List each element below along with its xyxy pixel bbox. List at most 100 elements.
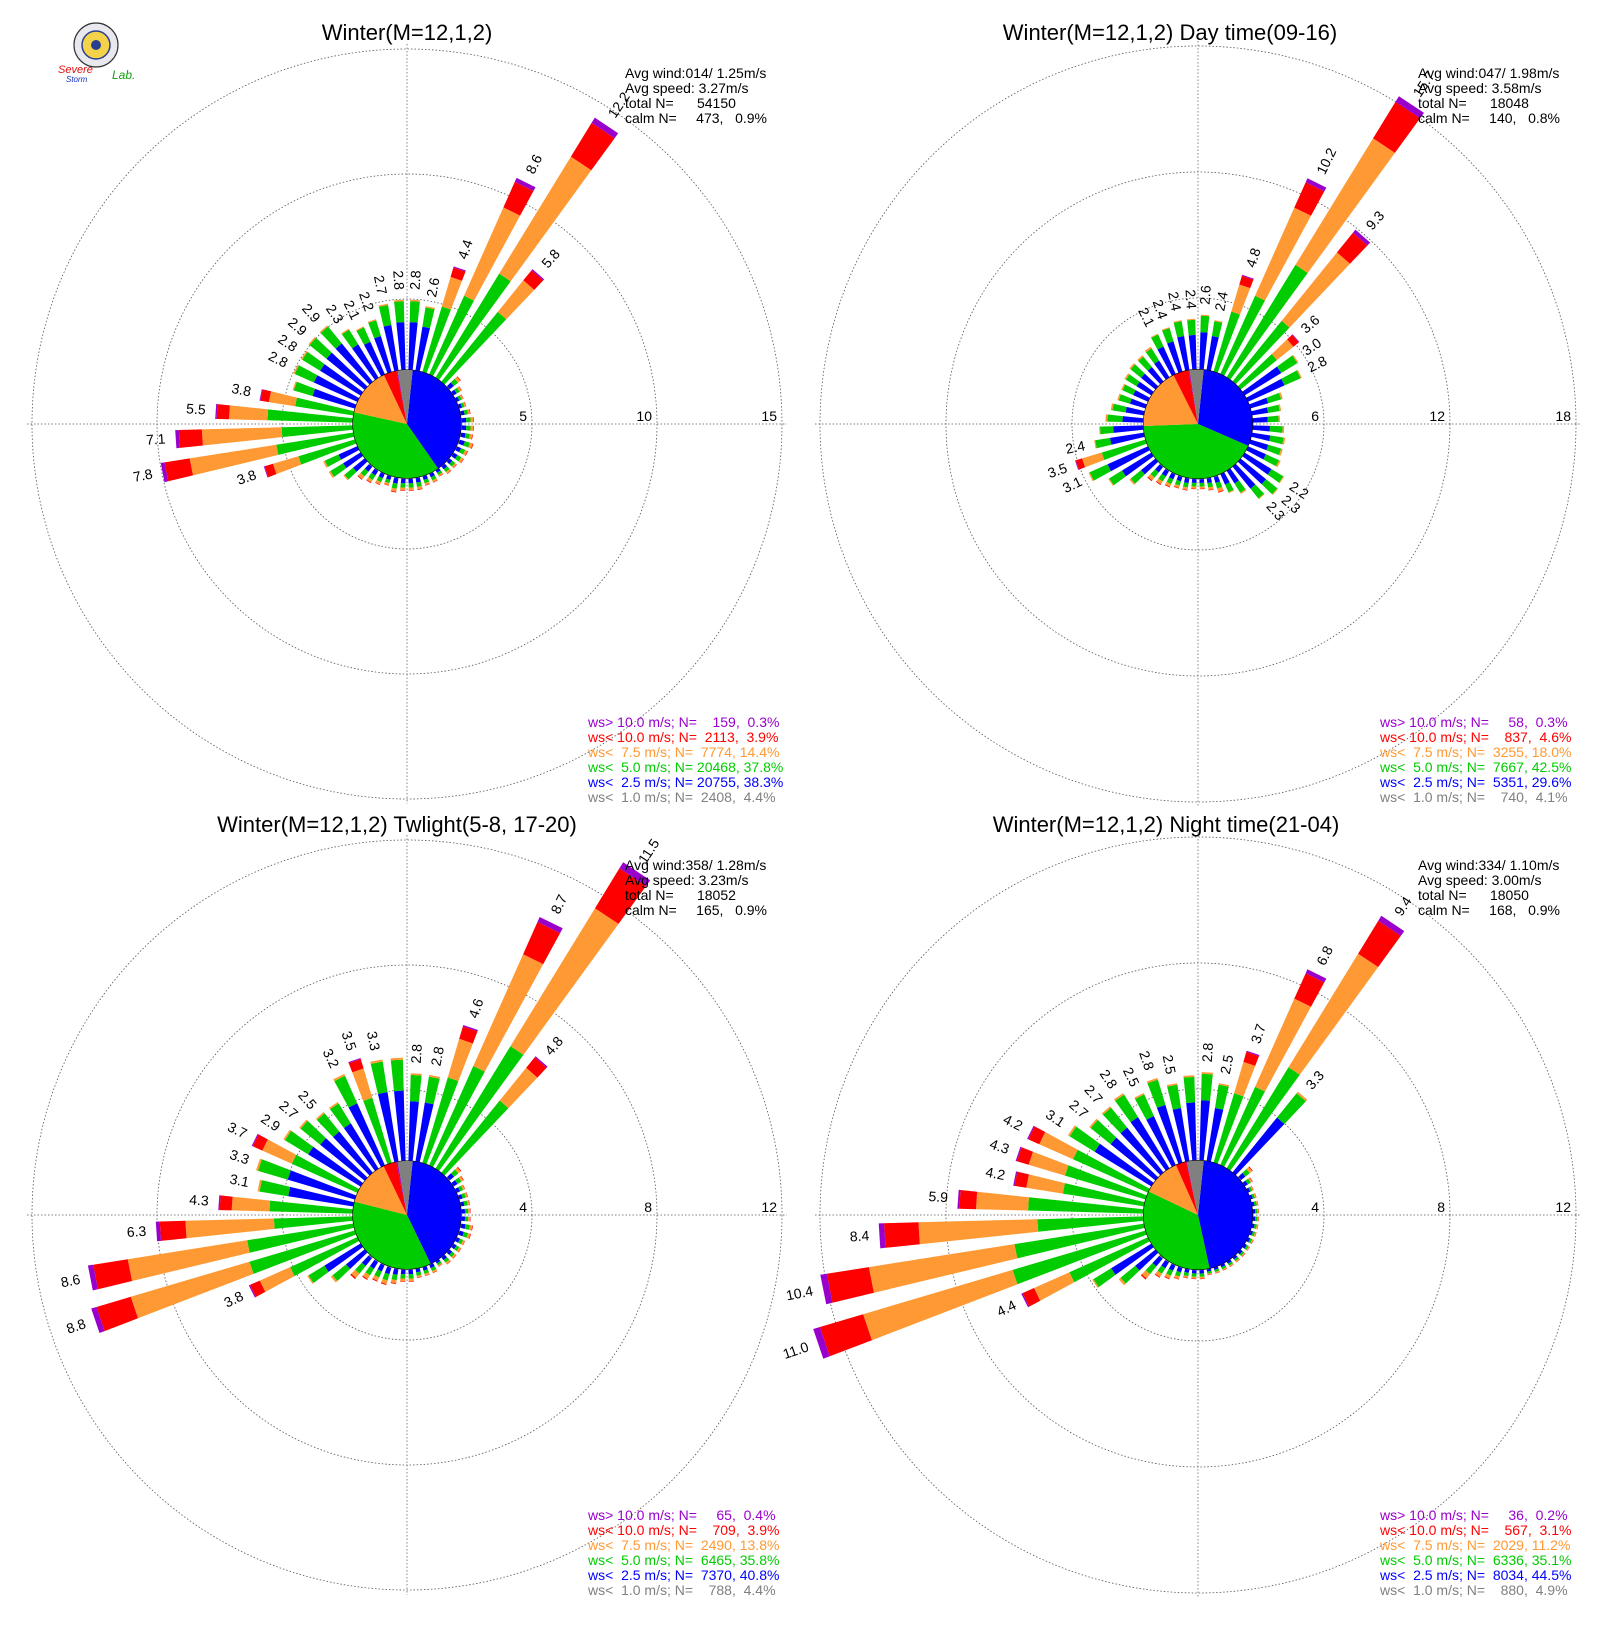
wind-bar-segment — [1232, 1255, 1238, 1260]
wind-bar-segment — [424, 1076, 440, 1105]
wind-bar-segment — [1295, 138, 1395, 273]
wind-bar-segment — [1039, 1132, 1078, 1160]
wind-bar-segment — [1069, 1126, 1100, 1152]
wind-bar-segment — [1110, 1137, 1159, 1181]
wind-bar-segment — [334, 1075, 358, 1108]
wind-bar-segment — [127, 1240, 250, 1281]
logo-seal-star — [91, 40, 101, 50]
wind-bar-segment — [358, 473, 365, 480]
wind-bar-segment — [391, 1273, 398, 1281]
wind-bar-segment — [1156, 478, 1163, 485]
ring-label: 8 — [1437, 1199, 1445, 1215]
grid-ring — [945, 171, 1451, 677]
wind-bar-segment — [1296, 369, 1302, 379]
wind-bar-segment — [1207, 1270, 1212, 1274]
wind-bar-segment — [1028, 1151, 1069, 1176]
wind-bar-segment — [570, 122, 615, 171]
wind-bar-segment — [446, 458, 453, 465]
ring-label: 10 — [636, 408, 652, 424]
wind-bar-segment — [1161, 469, 1169, 477]
stats-line: Avg wind:334/ 1.10m/s — [1418, 857, 1559, 873]
wind-bar-segment — [462, 1025, 478, 1032]
wind-bar-segment — [408, 1274, 414, 1279]
wind-bar-segment — [976, 1191, 1029, 1211]
wind-bar-segment — [367, 319, 377, 323]
wind-bar-segment — [352, 1068, 373, 1101]
inner-pie-slice — [407, 1160, 462, 1264]
wind-bar-segment — [1166, 477, 1174, 485]
wind-bar-segment — [1246, 1237, 1251, 1243]
wind-bar-segment — [248, 1284, 256, 1298]
inner-pie-slice — [1198, 369, 1253, 446]
wind-bar-segment — [380, 1262, 385, 1266]
wind-bar-segment — [394, 1090, 406, 1161]
wind-bar-segment — [1175, 1270, 1181, 1277]
wind-bar-segment — [293, 381, 315, 396]
grid-ring — [819, 836, 1577, 1594]
bar-label: 2.6 — [423, 276, 443, 298]
wind-bar-segment — [247, 1223, 355, 1253]
wind-bar-segment — [1141, 373, 1159, 390]
wind-bar-segment — [466, 1192, 469, 1197]
bar-label: 2.8 — [1199, 1042, 1216, 1063]
wind-bar-segment — [252, 1134, 268, 1151]
wind-bar-segment — [1169, 472, 1176, 480]
wind-bar-segment — [1337, 232, 1368, 264]
wind-bar-segment — [1154, 1273, 1160, 1278]
wind-bar-segment — [1242, 452, 1272, 475]
wind-bar-segment — [454, 376, 461, 383]
wind-bar-segment — [384, 481, 390, 486]
wind-bar-segment — [356, 326, 364, 331]
wind-bar-segment — [1191, 486, 1197, 489]
bar-label: 2.5 — [1217, 1053, 1237, 1075]
wind-bar-segment — [308, 336, 316, 346]
wind-bar-segment — [1239, 275, 1254, 289]
wind-bar-segment — [460, 1201, 465, 1207]
wind-bar-segment — [368, 472, 376, 480]
wind-bar-segment — [451, 1253, 457, 1259]
grid-ring — [31, 839, 783, 1591]
wind-bar-segment — [441, 311, 507, 385]
wind-bar-segment — [461, 1240, 465, 1246]
inner-pie-slice — [407, 369, 462, 469]
wind-bar-segment — [423, 478, 430, 484]
wind-bar-segment — [410, 299, 420, 302]
bar-label: 9.3 — [1363, 207, 1388, 232]
wind-bar-segment — [1199, 482, 1205, 487]
wind-bar-segment — [1269, 425, 1283, 433]
bar-label: 2.8 — [427, 1045, 447, 1067]
ring-label: 4 — [519, 1199, 527, 1215]
wind-bar-segment — [1135, 1249, 1159, 1271]
legend-entry: ws> 10.0 m/s; N= 65, 0.4% — [587, 1507, 776, 1523]
wind-bar-segment — [1246, 1187, 1251, 1193]
wind-bar-segment — [392, 1268, 399, 1275]
wind-bar-segment — [330, 1275, 338, 1283]
wind-bar-segment — [378, 305, 392, 327]
wind-bar-segment — [1207, 482, 1213, 488]
wind-bar-segment — [1278, 404, 1282, 412]
wind-bar-segment — [1257, 1224, 1259, 1230]
wind-bar-segment — [267, 409, 353, 423]
wind-rose-panel-3: Winter(M=12,1,2) Twlight(5-8, 17-20) 4 8 12… — [27, 812, 787, 1598]
bar-label: 5.5 — [186, 400, 207, 417]
bar-label: 2.5 — [1120, 1065, 1143, 1090]
wind-bar-segment — [218, 1195, 221, 1211]
wind-bar-segment — [430, 475, 437, 481]
wind-bar-segment — [1075, 460, 1079, 470]
wind-bar-segment — [1246, 1167, 1253, 1174]
wind-bar-segment — [441, 276, 462, 310]
wind-bar-segment — [1184, 1268, 1190, 1273]
wind-bar-segment — [457, 1166, 462, 1172]
wind-bar-segment — [1100, 426, 1114, 435]
wind-bar-segment — [1234, 1256, 1239, 1262]
wind-bar-segment — [1145, 348, 1160, 364]
stats-line: Avg speed: 3.23m/s — [625, 872, 748, 888]
wind-bar-segment — [394, 301, 405, 323]
inner-pie-slice — [1198, 1160, 1253, 1269]
wind-bar-segment — [1125, 374, 1140, 387]
wind-bar-segment — [1133, 390, 1150, 402]
wind-bar-segment — [1258, 1216, 1260, 1222]
grid-ring — [156, 964, 658, 1466]
wind-bar-segment — [437, 1262, 443, 1267]
wind-bar-segment — [1214, 1268, 1220, 1273]
